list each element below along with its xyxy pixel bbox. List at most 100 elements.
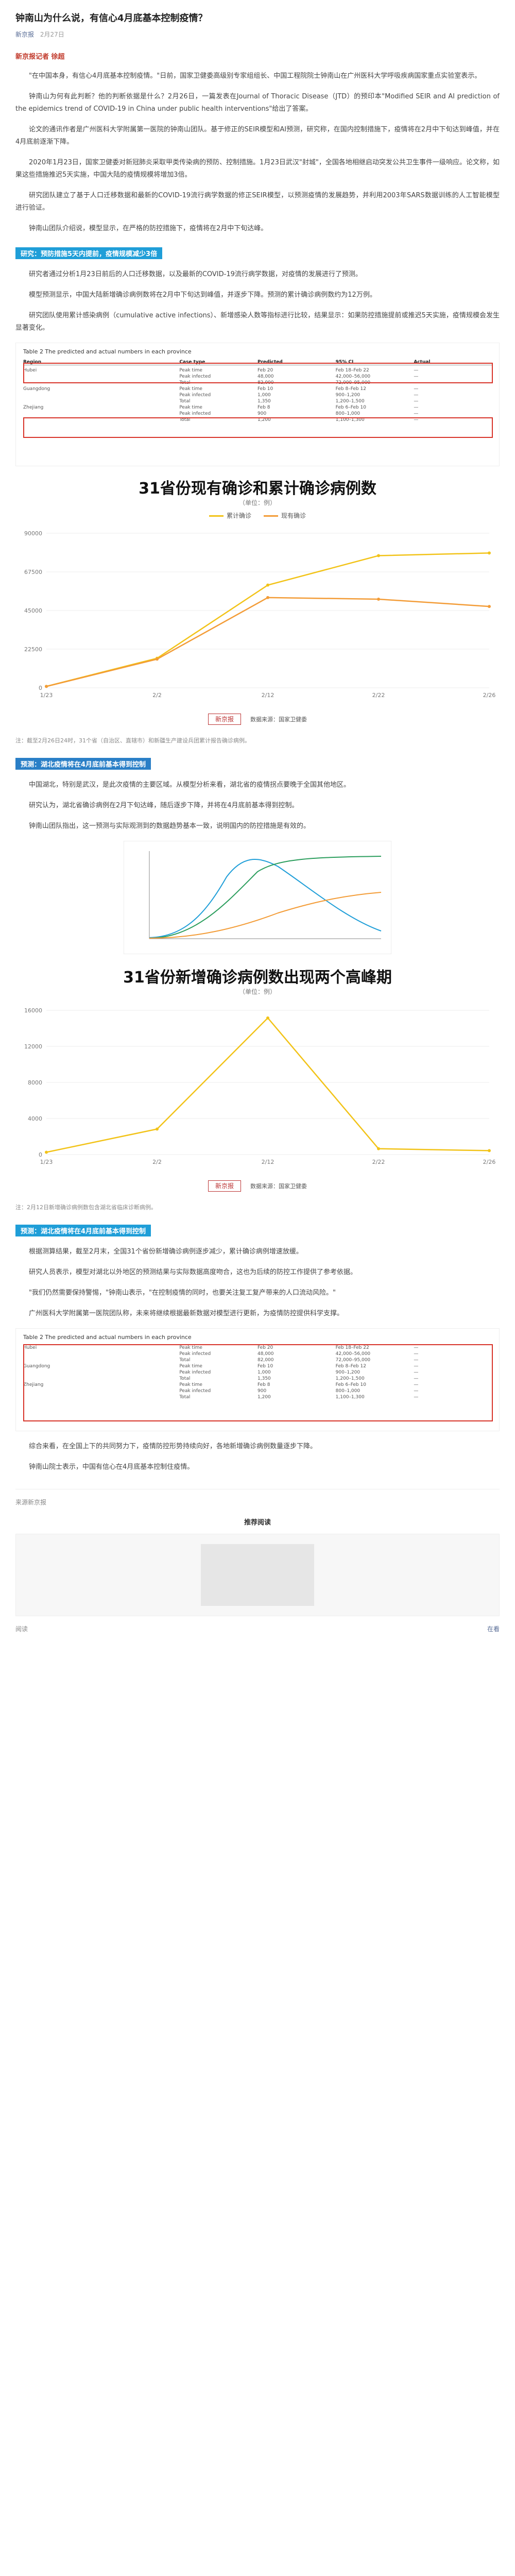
data-point <box>488 1149 491 1153</box>
section1-paragraphs: 研究者通过分析1月23日前后的人口迁移数据，以及最新的COVID-19流行病学数… <box>15 268 500 334</box>
table-cell: Feb 18–Feb 22 <box>335 1345 369 1350</box>
paragraph: 研究团队使用累计感染病例（cumulative active infection… <box>15 312 500 332</box>
x-tick-label: 2/22 <box>372 692 385 699</box>
table-cell: — <box>414 1358 419 1363</box>
table-cell: 900–1,200 <box>335 393 360 398</box>
table-cell: — <box>414 1345 419 1350</box>
table-header: 95% CI <box>335 360 354 365</box>
table-header: Region <box>23 360 42 365</box>
chart-title: 31省份新增确诊病例数出现两个高峰期 <box>123 969 392 987</box>
table-cell: — <box>414 1382 419 1387</box>
paragraph: 研究认为，湖北省确诊病例在2月下旬达峰，随后逐步下降，并将在4月底前基本得到控制… <box>29 802 299 809</box>
table-body: Hubei Peak time Feb 20 Feb 18–Feb 22— Peak i… <box>23 1345 492 1400</box>
table-cell: Feb 8 <box>258 405 270 410</box>
table-cell: Peak infected <box>179 411 211 416</box>
paragraph: "在中国本身，有信心4月底基本控制疫情。"日前，国家卫健委高级别专家组组长、中国… <box>29 72 482 80</box>
prediction-table-figure-2: Table 2 The predicted and actual numbers… <box>15 1328 500 1431</box>
read-row: 阅读 在看 <box>15 1624 500 1633</box>
table-cell: Peak infected <box>179 1370 211 1375</box>
table-cell: 800–1,000 <box>335 1388 360 1394</box>
article-page: 钟南山为什么说，有信心4月底基本控制疫情？ 新京报 2月27日 新京报记者 徐超… <box>15 13 500 1633</box>
intro-paragraphs: "在中国本身，有信心4月底基本控制疫情。"日前，国家卫健委高级别专家组组长、中国… <box>15 70 500 235</box>
table-row: Peak infected 48,000 42,000–56,000 — <box>23 1351 492 1357</box>
table-cell <box>23 392 179 398</box>
section-heading-1: 研究：预防措施5天内提前，疫情规模减少3倍 <box>15 247 163 259</box>
x-tick-label: 1/23 <box>40 692 53 699</box>
table-cell: Feb 20 <box>258 368 273 373</box>
data-point <box>266 1016 269 1020</box>
table-cell: Feb 8–Feb 12 <box>335 1364 366 1369</box>
table-row: Total 1,350 1,200–1,500 — <box>23 1376 492 1382</box>
like-button[interactable]: 在看 <box>487 1625 500 1633</box>
table-cell: Feb 6–Feb 10 <box>335 405 366 410</box>
table-cell: Total <box>179 417 191 422</box>
table-cell: Peak time <box>179 1382 202 1387</box>
table-cell: Total <box>179 1395 191 1400</box>
table-header: Case type <box>179 360 205 365</box>
y-tick-label: 16000 <box>24 1007 42 1014</box>
paragraph: 研究者通过分析1月23日前后的人口迁移数据，以及最新的COVID-19流行病学数… <box>29 270 362 278</box>
data-point <box>45 685 48 688</box>
table-cell: — <box>414 417 419 422</box>
paragraph: 模型预测显示，中国大陆新增确诊病例数将在2月中下旬达到峰值，并逐步下降。预测的累… <box>29 291 376 299</box>
data-point <box>156 657 159 661</box>
data-point <box>488 605 491 608</box>
table-cell: Guangdong <box>23 386 50 392</box>
chart-caption: 注：2月12日新增确诊病例数包含湖北省临床诊断病例。 <box>15 1204 157 1211</box>
series-line <box>46 1016 490 1153</box>
highlight-box <box>23 1344 493 1421</box>
data-point <box>377 597 380 601</box>
highlight-box <box>23 363 493 383</box>
chart-subtitle: （单位：例） <box>238 988 276 995</box>
recommended-card[interactable] <box>15 1534 500 1616</box>
paragraph: 中国湖北，特别是武汉，是此次疫情的主要区域。从模型分析来看，湖北省的疫情拐点要晚… <box>29 781 351 789</box>
table-row: Peak infected 1,000 900–1,200 — <box>23 392 492 398</box>
table-header-row: Region Case type Predicted 95% CI Actual <box>23 359 492 365</box>
article-footer: 来源新京报 推荐阅读 阅读 在看 <box>15 1489 500 1633</box>
table-row: Peak infected 900 800–1,000 — <box>23 411 492 417</box>
paragraph: 钟南山团队指出，这一预测与实际观测到的数据趋势基本一致，说明国内的防控措施是有效… <box>29 822 311 830</box>
section-heading-3: 预测：湖北疫情将在4月底前基本得到控制 <box>15 1225 151 1236</box>
article-author[interactable]: 新京报 <box>15 31 35 38</box>
x-tick-label: 2/2 <box>152 1159 162 1165</box>
data-source: 数据来源：国家卫健委 <box>250 716 307 723</box>
y-tick-label: 12000 <box>24 1043 42 1050</box>
table-cell: 1,200–1,500 <box>335 1376 365 1381</box>
data-point <box>266 583 269 587</box>
chart-subtitle: （单位：例） <box>238 499 276 506</box>
newspaper-logo: 新京报 <box>208 714 241 725</box>
x-tick-label: 2/12 <box>262 1159 274 1165</box>
table-cell: Peak time <box>179 368 202 373</box>
table-cell: Total <box>179 1376 191 1381</box>
article-title: 钟南山为什么说，有信心4月底基本控制疫情？ <box>15 13 208 24</box>
table-cell: Feb 18–Feb 22 <box>335 368 369 373</box>
table-cell: — <box>414 1351 419 1357</box>
article-date: 2月27日 <box>40 31 64 38</box>
y-tick-label: 8000 <box>28 1079 42 1086</box>
table-cell: Feb 10 <box>258 1364 273 1369</box>
legend-label: 现有确诊 <box>281 512 306 519</box>
paragraph: 研究人员表示，模型对湖北以外地区的预测结果与实际数据高度吻合，这也为后续的防控工… <box>29 1268 357 1276</box>
table-cell: Guangdong <box>23 1364 50 1369</box>
x-tick-label: 2/12 <box>262 692 274 699</box>
section2-paragraphs: 中国湖北，特别是武汉，是此次疫情的主要区域。从模型分析来看，湖北省的疫情拐点要晚… <box>15 779 500 833</box>
data-point <box>377 554 380 557</box>
y-tick-label: 22500 <box>24 646 42 653</box>
table-cell: 72,000–95,000 <box>335 1358 371 1363</box>
legend-item: 现有确诊 <box>264 511 306 520</box>
table-cell: Peak infected <box>179 1351 211 1357</box>
table-cell: — <box>414 386 419 392</box>
series-line <box>46 597 490 687</box>
table-cell: 900 <box>258 411 267 416</box>
recommended-heading: 推荐阅读 <box>244 1519 271 1527</box>
table-cell: — <box>414 1376 419 1381</box>
table-row: Total 1,350 1,200–1,500 — <box>23 398 492 404</box>
table-cell: Feb 10 <box>258 386 273 392</box>
table-cell: 1,350 <box>258 399 271 404</box>
chart-title: 31省份现有确诊和累计确诊病例数 <box>139 480 376 498</box>
prediction-table-figure: Table 2 The predicted and actual numbers… <box>15 343 500 466</box>
table-row: Peak infected 48,000 42,000–56,000 — <box>23 374 492 380</box>
paragraph: "我们仍然需要保持警惕，"钟南山表示，"在控制疫情的同时，也要关注复工复产带来的… <box>29 1289 336 1297</box>
paragraph: 钟南山院士表示，中国有信心在4月底基本控制住疫情。 <box>29 1463 194 1471</box>
data-point <box>488 551 491 555</box>
